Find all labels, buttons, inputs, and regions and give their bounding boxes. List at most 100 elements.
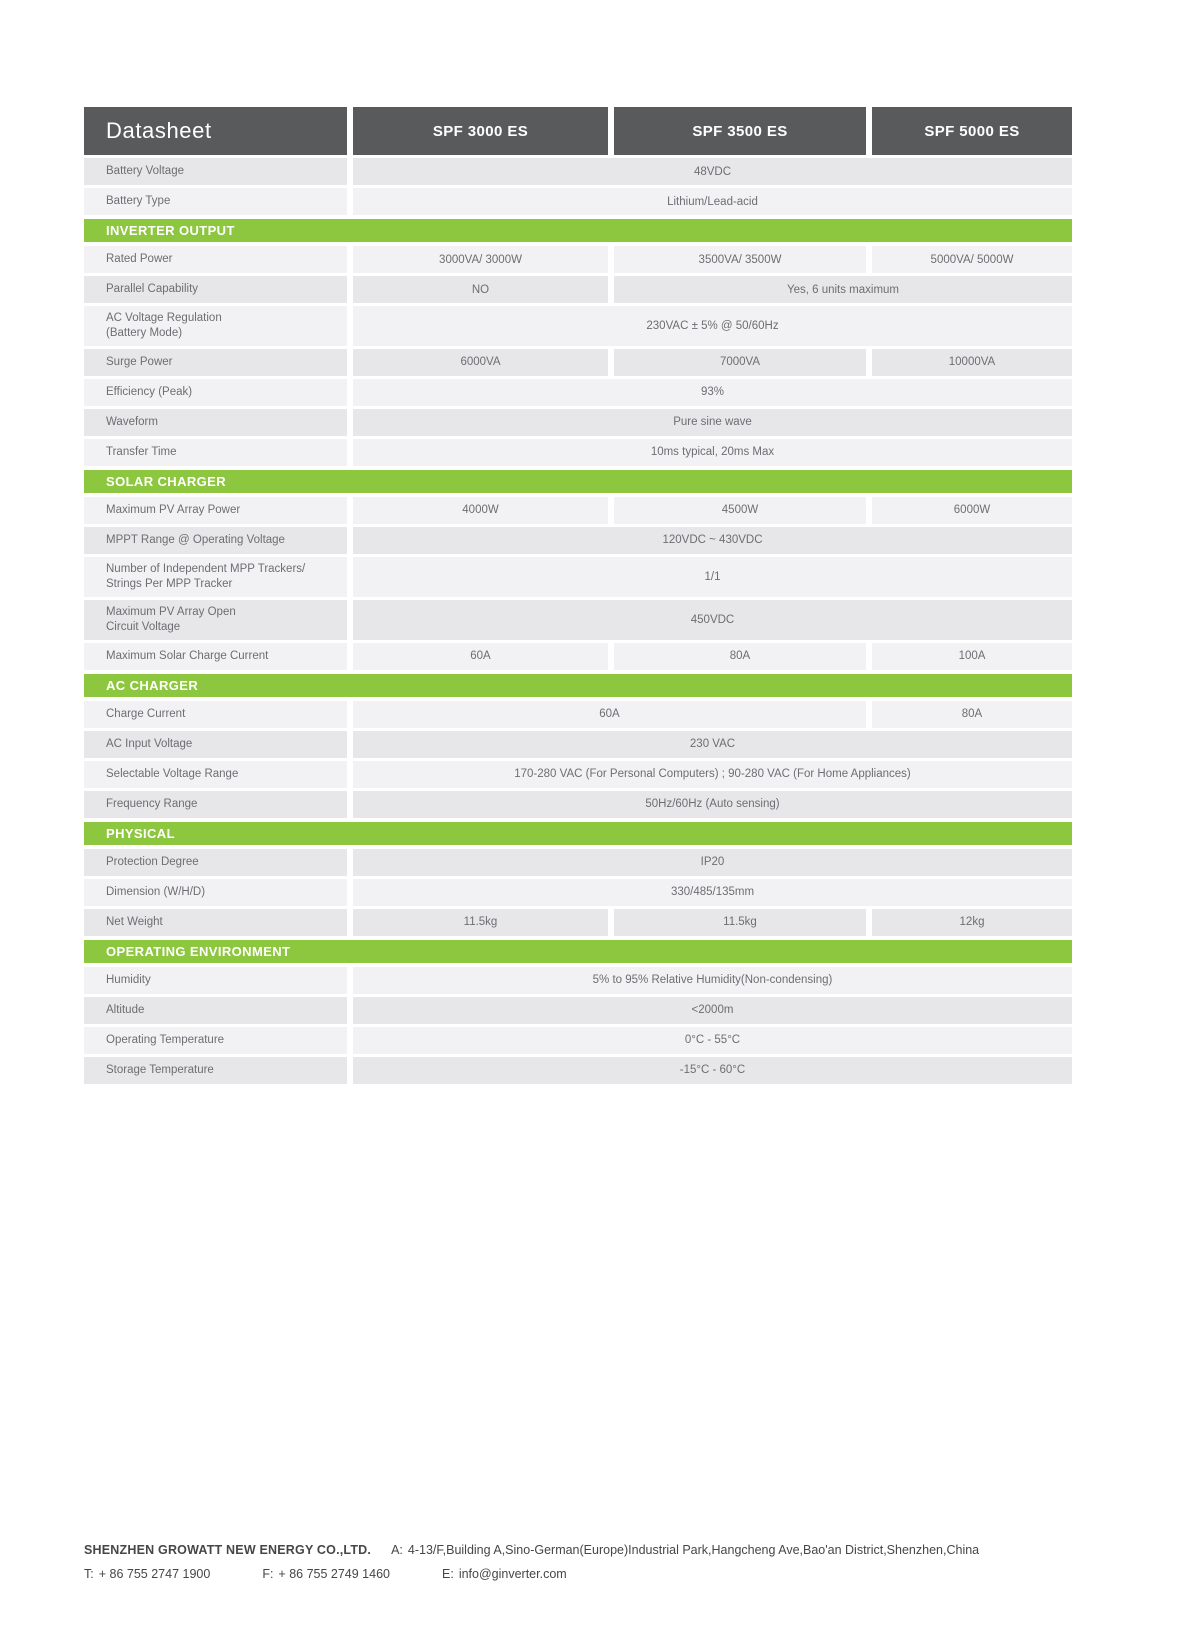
row-label: Dimension (W/H/D)	[84, 878, 347, 906]
spec-row-maximum-pv-array-power: Maximum PV Array Power 4000W 4500W 6000W	[84, 496, 1072, 524]
spec-value: 5000VA/ 5000W	[872, 246, 1072, 273]
row-label-line: Rated Power	[106, 253, 173, 266]
row-label: Protection Degree	[84, 848, 347, 876]
spec-value: 7000VA	[614, 348, 866, 376]
section-title: SOLAR CHARGER	[106, 473, 227, 489]
spec-value: 6000W	[872, 496, 1072, 524]
row-label-line: AC Voltage Regulation	[106, 312, 222, 324]
section-title: OPERATING ENVIRONMENT	[106, 943, 291, 959]
spec-row-transfer-time: Transfer Time 10ms typical, 20ms Max	[84, 438, 1072, 466]
spec-row-protection-degree: Protection Degree IP20	[84, 848, 1072, 876]
row-label-line: Protection Degree	[106, 855, 199, 868]
spec-row-ac-voltage-regulation: AC Voltage Regulation (Battery Mode) 230VA…	[84, 306, 1072, 346]
fax-label: F:	[262, 1567, 274, 1581]
row-label: Frequency Range	[84, 790, 347, 818]
row-label: AC Input Voltage	[84, 730, 347, 758]
spec-value: 1/1	[353, 556, 1072, 597]
section-title: PHYSICAL	[106, 825, 175, 841]
section-header-physical: PHYSICAL	[84, 821, 1072, 845]
row-label: Altitude	[84, 996, 347, 1024]
spec-table-body: Battery Voltage 48VDC Battery Type Lithium/…	[84, 158, 1072, 1084]
company-name: SHENZHEN GROWATT NEW ENERGY CO.,LTD.	[84, 1543, 372, 1557]
email: E: info@ginverter.com	[442, 1567, 567, 1582]
address-value: 4-13/F,Building A,Sino-German(Europe)Ind…	[407, 1543, 980, 1557]
row-label-line: Strings Per MPP Tracker	[106, 577, 233, 590]
row-label: MPPT Range @ Operating Voltage	[84, 526, 347, 554]
row-label-line: Transfer Time	[106, 445, 177, 458]
spec-row-parallel-capability: Parallel Capability NO Yes, 6 units maximu…	[84, 276, 1072, 303]
spec-value: 80A	[614, 642, 866, 670]
row-label-line: Maximum PV Array Power	[106, 503, 241, 516]
row-label-line: MPPT Range @ Operating Voltage	[106, 533, 285, 546]
row-label: Battery Voltage	[84, 158, 347, 185]
spec-value: 4500W	[614, 496, 866, 524]
spec-row-battery-type: Battery Type Lithium/Lead-acid	[84, 188, 1072, 215]
row-label: Maximum Solar Charge Current	[84, 642, 347, 670]
spec-row-operating-temperature: Operating Temperature 0°C - 55°C	[84, 1026, 1072, 1054]
row-label: Maximum PV Array Open Circuit Voltage	[84, 599, 347, 640]
spec-value: 230 VAC	[353, 730, 1072, 758]
row-label: Humidity	[84, 966, 347, 994]
spec-row-dimension-w-h-d: Dimension (W/H/D) 330/485/135mm	[84, 878, 1072, 906]
spec-value: 11.5kg	[614, 908, 866, 936]
row-label: Selectable Voltage Range	[84, 760, 347, 788]
row-label: Parallel Capability	[84, 276, 347, 303]
footer-address-line: SHENZHEN GROWATT NEW ENERGY CO.,LTD. A: 4…	[84, 1543, 1144, 1558]
row-label: Number of Independent MPP Trackers/Strin…	[84, 556, 347, 597]
spec-table: Datasheet SPF 3000 ES SPF 3500 ES SPF 50…	[84, 107, 1072, 1087]
row-label: Operating Temperature	[84, 1026, 347, 1054]
spec-value: 6000VA	[353, 348, 608, 376]
section-header-operating-environment: OPERATING ENVIRONMENT	[84, 939, 1072, 963]
row-label-line: Storage Temperature	[106, 1063, 214, 1076]
row-label-line: (Battery Mode)	[106, 326, 183, 339]
row-label-line: Battery Voltage	[106, 165, 184, 178]
spec-value: 12kg	[872, 908, 1072, 936]
section-header-solar-charger: SOLAR CHARGER	[84, 469, 1072, 493]
spec-value: 80A	[872, 700, 1072, 728]
section-header-inverter-output: INVERTER OUTPUT	[84, 219, 1072, 242]
section-header-ac-charger: AC CHARGER	[84, 673, 1072, 697]
section-title: INVERTER OUTPUT	[106, 223, 235, 238]
spec-value: 3500VA/ 3500W	[614, 246, 866, 273]
spec-value: 3000VA/ 3000W	[353, 246, 608, 273]
row-label-line: Operating Temperature	[106, 1033, 225, 1046]
spec-row-efficiency-peak: Efficiency (Peak) 93%	[84, 378, 1072, 406]
row-label-line: Waveform	[106, 415, 158, 428]
row-label-line: Net Weight	[106, 915, 163, 928]
row-label-line: Maximum Solar Charge Current	[106, 649, 269, 662]
row-label: Storage Temperature	[84, 1056, 347, 1084]
spec-value: 10000VA	[872, 348, 1072, 376]
row-label-line: Efficiency (Peak)	[106, 385, 193, 398]
row-label-line: Frequency Range	[106, 797, 198, 810]
spec-row-humidity: Humidity 5% to 95% Relative Humidity(Non-…	[84, 966, 1072, 994]
row-label: Surge Power	[84, 348, 347, 376]
page-title: Datasheet	[106, 118, 212, 143]
spec-value: 93%	[353, 378, 1072, 406]
row-label: Waveform	[84, 408, 347, 436]
row-label-line: Parallel Capability	[106, 283, 199, 296]
spec-value: Yes, 6 units maximum	[614, 276, 1072, 303]
spec-row-waveform: Waveform Pure sine wave	[84, 408, 1072, 436]
column-header-spf-3500-es: SPF 3500 ES	[614, 107, 866, 155]
row-label-line: Charge Current	[106, 707, 186, 720]
row-label: AC Voltage Regulation (Battery Mode)	[84, 306, 347, 346]
company-address: A: 4-13/F,Building A,Sino-German(Europe)I…	[391, 1543, 979, 1558]
row-label: Maximum PV Array Power	[84, 496, 347, 524]
spec-row-frequency-range: Frequency Range 50Hz/60Hz (Auto sensing)	[84, 790, 1072, 818]
row-label-line: Selectable Voltage Range	[106, 767, 239, 780]
spec-value: -15°C - 60°C	[353, 1056, 1072, 1084]
row-label-line: AC Input Voltage	[106, 737, 193, 750]
spec-value: 170-280 VAC (For Personal Computers) ; 9…	[353, 760, 1072, 788]
spec-row-altitude: Altitude <2000m	[84, 996, 1072, 1024]
email-value: info@ginverter.com	[458, 1567, 567, 1581]
footer-contact-line: T: + 86 755 2747 1900 F: + 86 755 2749 146…	[84, 1567, 1144, 1582]
row-label-line: Dimension (W/H/D)	[106, 885, 206, 898]
spec-value: <2000m	[353, 996, 1072, 1024]
spec-value: 330/485/135mm	[353, 878, 1072, 906]
row-label-line: Humidity	[106, 973, 151, 986]
spec-value: 10ms typical, 20ms Max	[353, 438, 1072, 466]
spec-row-storage-temperature: Storage Temperature -15°C - 60°C	[84, 1056, 1072, 1084]
spec-row-maximum-pv-array-open: Maximum PV Array Open Circuit Voltage 450V…	[84, 599, 1072, 640]
email-label: E:	[442, 1567, 454, 1581]
telephone: T: + 86 755 2747 1900	[84, 1567, 210, 1582]
